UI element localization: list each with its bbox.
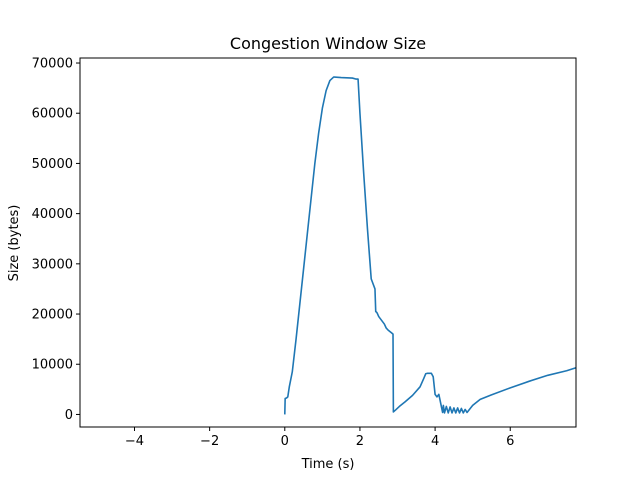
x-axis-ticks: −4 −2 0 2 4 6 <box>125 427 514 449</box>
x-axis-label: Time (s) <box>301 457 355 472</box>
y-tick-label: 50000 <box>32 157 73 172</box>
y-axis-label: Size (bytes) <box>7 205 22 282</box>
y-tick-label: 60000 <box>32 107 73 122</box>
y-tick-label: 70000 <box>32 57 73 72</box>
y-axis-ticks: 0 10000 20000 30000 40000 50000 60000 70000 <box>32 57 80 423</box>
y-tick-label: 10000 <box>32 358 73 373</box>
chart-title: Congestion Window Size <box>230 34 426 53</box>
plot-frame <box>79 57 577 428</box>
series-line-0 <box>283 76 577 415</box>
y-tick-label: 20000 <box>32 308 73 323</box>
x-tick-label: 6 <box>506 434 514 449</box>
x-tick-label: 4 <box>431 434 439 449</box>
x-tick-label: −2 <box>200 434 219 449</box>
y-tick-label: 40000 <box>32 207 73 222</box>
y-tick-label: 0 <box>65 408 73 423</box>
x-tick-label: −4 <box>125 434 144 449</box>
y-tick-label: 30000 <box>32 257 73 272</box>
series-layer <box>283 76 577 415</box>
x-tick-label: 0 <box>281 434 289 449</box>
x-tick-label: 2 <box>356 434 364 449</box>
